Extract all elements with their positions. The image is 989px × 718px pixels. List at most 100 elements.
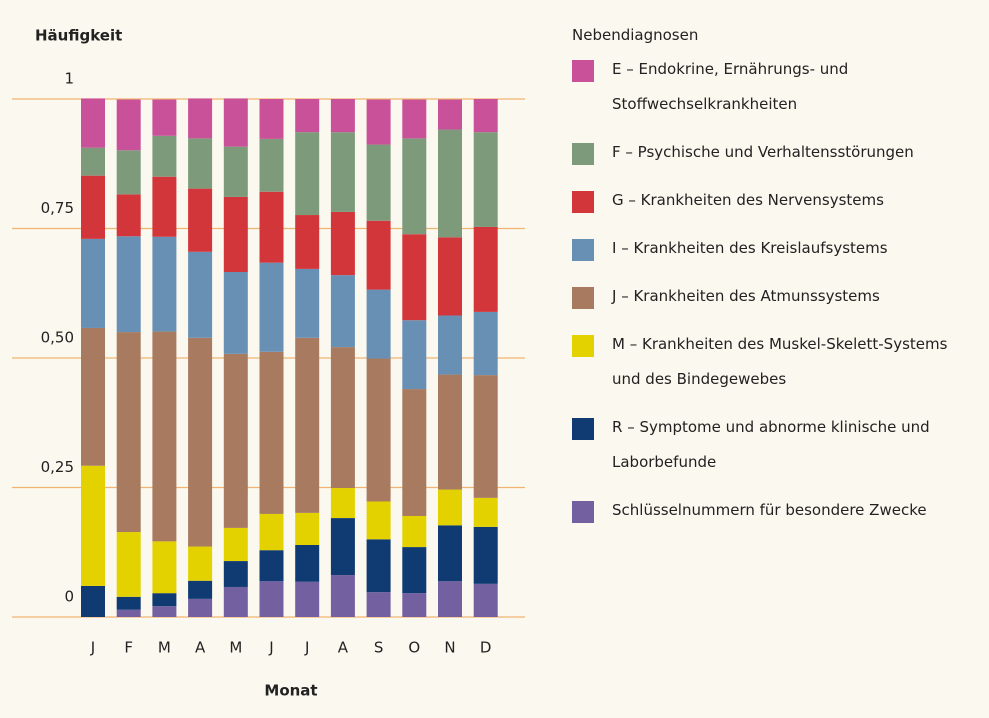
bar-segment: [402, 593, 427, 617]
bar-segment: [223, 527, 248, 562]
bar-segment: [438, 581, 462, 617]
bar-segment: [116, 194, 141, 237]
bar-segment: [330, 518, 355, 576]
bar-segment: [116, 532, 141, 597]
bar-segment: [152, 176, 177, 237]
legend-title: Nebendiagnosen: [572, 26, 699, 44]
bar-segment: [366, 501, 391, 540]
bar-segment: [295, 337, 320, 513]
y-tick-label: 1: [64, 70, 74, 88]
bar-segment: [438, 374, 462, 490]
bar-segment: [402, 515, 427, 548]
bar-segment: [188, 546, 213, 581]
bar-segment: [366, 358, 391, 502]
bar-segment: [259, 513, 284, 551]
bar-segment: [116, 99, 141, 151]
x-tick-label: A: [338, 639, 349, 657]
bar-segment: [223, 353, 248, 528]
bar-segment: [81, 465, 105, 586]
legend-swatch: [572, 60, 594, 82]
bar-segment: [152, 99, 177, 136]
bar-segment: [366, 99, 391, 145]
legend-item: R – Symptome und abnorme klinische und L…: [572, 410, 972, 480]
bar-segment: [295, 512, 320, 545]
bar-segment: [366, 592, 391, 617]
bar-segment: [259, 99, 284, 139]
bar-segment: [402, 234, 427, 321]
legend-item: G – Krankheiten des Nervensystems: [572, 183, 972, 218]
bar-segment: [116, 609, 141, 617]
bar-segment: [223, 196, 248, 273]
legend-item: E – Endokrine, Ernährungs- und Stoffwech…: [572, 52, 972, 122]
bar-segment: [259, 191, 284, 263]
x-tick-label: J: [268, 639, 273, 657]
bar-segment: [473, 226, 498, 312]
bar-segment: [295, 268, 320, 338]
bar-segment: [330, 347, 355, 489]
bar-segment: [473, 311, 498, 376]
bar-segment: [330, 575, 355, 617]
bar-segment: [402, 138, 427, 235]
bar-segment: [295, 581, 320, 617]
legend-swatch: [572, 287, 594, 309]
legend-swatch: [572, 239, 594, 261]
legend-item: J – Krankheiten des Atmunssystems: [572, 279, 972, 314]
bar-segment: [295, 99, 320, 133]
bar-segment: [223, 98, 248, 147]
x-tick-label: M: [229, 639, 242, 657]
bar-segment: [223, 561, 248, 587]
bar-segment: [188, 337, 213, 547]
bar-segment: [473, 99, 498, 133]
legend-item: I – Krankheiten des Kreislaufsystems: [572, 231, 972, 266]
legend-item: F – Psychische und Verhaltensstörungen: [572, 135, 972, 170]
bar-segment: [259, 262, 284, 352]
bar-segment: [473, 497, 498, 527]
bar-segment: [438, 525, 462, 582]
bar-segment: [295, 215, 320, 269]
x-tick-label: J: [304, 639, 309, 657]
x-tick-label: F: [124, 639, 133, 657]
bar-segment: [81, 98, 105, 148]
bar-segment: [188, 580, 213, 599]
y-axis-title: Häufigkeit: [35, 27, 122, 45]
bar-segment: [438, 237, 462, 316]
bar-segment: [259, 138, 284, 192]
bar-segment: [330, 99, 355, 133]
y-tick-label: 0,50: [41, 329, 74, 347]
bar-segment: [152, 606, 177, 617]
bar-segment: [330, 275, 355, 348]
legend-label: G – Krankheiten des Nervensystems: [612, 191, 884, 209]
x-tick-label: D: [480, 639, 492, 657]
bar-segment: [116, 332, 141, 533]
bar-segment: [330, 488, 355, 519]
bar-segment: [116, 596, 141, 610]
bar-segment: [152, 541, 177, 594]
legend-label: M – Krankheiten des Muskel-Skelett-Syste…: [612, 335, 948, 388]
bar-segment: [473, 375, 498, 498]
x-tick-label: A: [195, 639, 206, 657]
bar-segment: [188, 138, 213, 189]
legend-label: F – Psychische und Verhaltensstörungen: [612, 143, 914, 161]
legend-swatch: [572, 418, 594, 440]
y-tick-label: 0,75: [41, 199, 74, 217]
x-axis-title: Monat: [264, 682, 317, 700]
legend-label: J – Krankheiten des Atmunssystems: [612, 287, 880, 305]
bar-segment: [402, 320, 427, 390]
x-tick-label: S: [374, 639, 384, 657]
x-tick-label: J: [90, 639, 95, 657]
bar-segment: [259, 581, 284, 617]
bar-segment: [152, 135, 177, 177]
bar-segment: [330, 132, 355, 212]
legend-swatch: [572, 143, 594, 165]
legend-item: M – Krankheiten des Muskel-Skelett-Syste…: [572, 327, 972, 397]
y-tick-label: 0: [64, 588, 74, 606]
bar-segment: [438, 99, 462, 130]
bar-segment: [188, 251, 213, 338]
bar-segment: [473, 132, 498, 227]
legend-swatch: [572, 501, 594, 523]
bar-segment: [188, 188, 213, 252]
bar-segment: [402, 99, 427, 139]
bar-segment: [330, 211, 355, 276]
legend-item: Schlüsselnummern für besondere Zwecke: [572, 493, 972, 528]
